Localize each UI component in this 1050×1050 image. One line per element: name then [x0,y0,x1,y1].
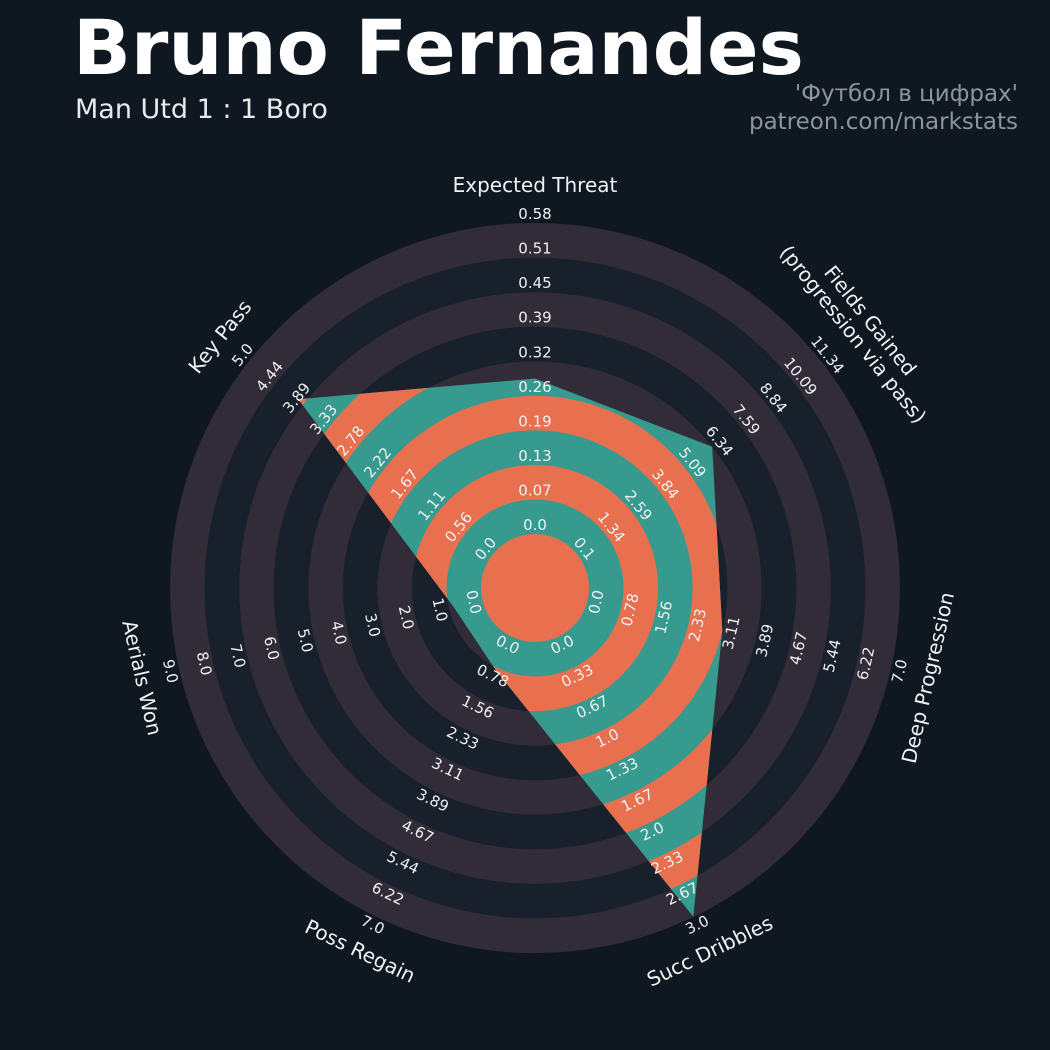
inner-rings [298,378,723,917]
tick-label: 0.51 [518,240,551,258]
tick-label: 0.45 [518,274,551,292]
tick-label: 7.0 [226,642,249,669]
tick-label: 8.0 [193,650,216,677]
tick-label: 0.26 [518,378,551,396]
tick-label: 5.0 [294,627,317,654]
center-circle [481,534,589,642]
tick-label: 6.0 [260,635,283,662]
credit-block: 'Футбол в цифрах' patreon.com/markstats [749,80,1018,136]
tick-label: 2.0 [395,604,418,631]
credit-line-2: patreon.com/markstats [748,109,1018,135]
tick-label: 0.0 [523,516,547,534]
tick-label: 0.07 [518,481,551,499]
tick-label: 0.39 [518,309,551,327]
match-subtitle: Man Utd 1 : 1 Boro [75,94,328,125]
tick-label: 3.0 [361,611,384,638]
tick-label: 0.0 [462,588,485,615]
credit-line-1: 'Футбол в цифрах' [794,81,1018,107]
tick-label: 0.13 [518,447,551,465]
tick-label: 0.58 [518,205,551,223]
tick-label: 0.32 [518,343,551,361]
tick-label: 7.0 [888,658,911,685]
tick-label: 0.0 [585,588,608,615]
tick-label: 4.0 [327,619,350,646]
tick-label: 1.0 [428,596,451,623]
axis-title: Expected Threat [453,173,618,197]
page-title: Bruno Fernandes [73,3,804,92]
tick-label: 9.0 [159,658,182,685]
tick-label: 0.19 [518,412,551,430]
